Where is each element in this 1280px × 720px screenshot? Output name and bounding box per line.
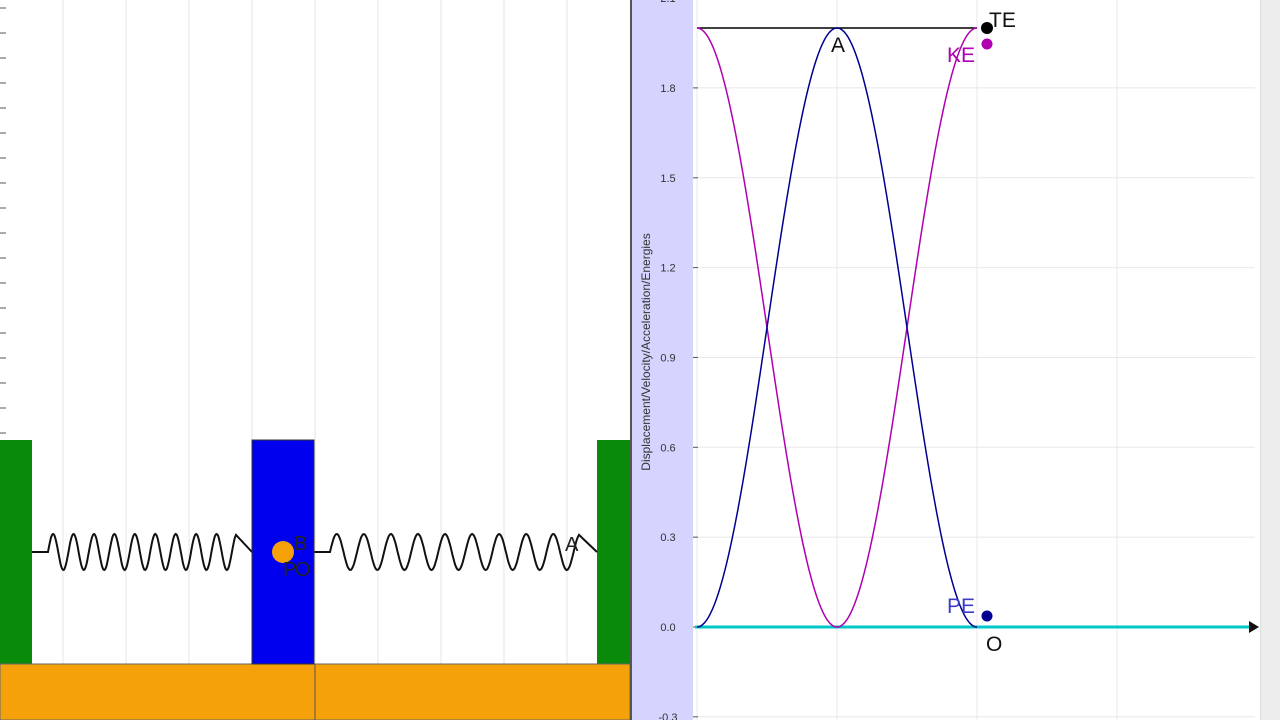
label-b: B: [294, 533, 307, 555]
mass-point[interactable]: [272, 541, 294, 563]
y-tick-label: -0.3: [659, 712, 678, 720]
annotation-a: A: [831, 34, 845, 57]
series-ke-line: [696, 27, 978, 628]
right-wall: [597, 440, 630, 665]
y-tick-label: 0.6: [660, 442, 675, 454]
y-tick-label: 1.2: [660, 263, 675, 275]
y-tick-label: 1.5: [660, 173, 675, 185]
annotation-pe: PE: [947, 595, 975, 618]
y-tick-label: 0.9: [660, 352, 675, 364]
label-a: A: [565, 534, 579, 556]
y-tick-label: 1.8: [660, 83, 675, 95]
plot-area: [693, 0, 1280, 720]
y-tick-label: 0.0: [660, 622, 675, 634]
annotations-group: TE KE PE A O: [831, 9, 1016, 656]
label-p: P: [283, 559, 296, 581]
left-spring: [32, 532, 253, 572]
te-marker[interactable]: [981, 22, 993, 34]
x-axis-arrow: [1249, 621, 1259, 633]
simulation-panel: B P O A: [0, 0, 630, 720]
simulation-grid: [62, 0, 568, 664]
simulation-canvas[interactable]: B P O A: [0, 0, 630, 720]
window-scrollbar[interactable]: [1260, 0, 1280, 720]
annotation-o: O: [986, 633, 1002, 656]
y-tick-label: 0.3: [660, 532, 675, 544]
left-ruler: [0, 7, 6, 434]
y-axis-ticks: -0.3 0.0 0.3 0.6 0.9 1.2 1.5 1.8 2.1: [659, 0, 698, 720]
pe-marker[interactable]: [981, 610, 993, 622]
y-axis-label: Displacement/Velocity/Acceleration/Energ…: [639, 233, 653, 470]
annotation-ke: KE: [947, 44, 975, 67]
left-wall: [0, 440, 32, 665]
scrollbar-track-line: [1260, 0, 1261, 720]
annotation-te: TE: [989, 9, 1016, 32]
energy-graph[interactable]: -0.3 0.0 0.3 0.6 0.9 1.2 1.5 1.8 2.1 Displacemen…: [630, 0, 1280, 720]
graph-panel: -0.3 0.0 0.3 0.6 0.9 1.2 1.5 1.8 2.1 Displacemen…: [630, 0, 1280, 720]
label-o: O: [295, 559, 311, 581]
series-group: [696, 27, 978, 628]
graph-sidebar: [630, 0, 693, 720]
right-spring: [314, 532, 598, 572]
ke-marker[interactable]: [981, 38, 993, 50]
y-tick-label: 2.1: [660, 0, 675, 5]
series-pe-line: [696, 27, 978, 628]
